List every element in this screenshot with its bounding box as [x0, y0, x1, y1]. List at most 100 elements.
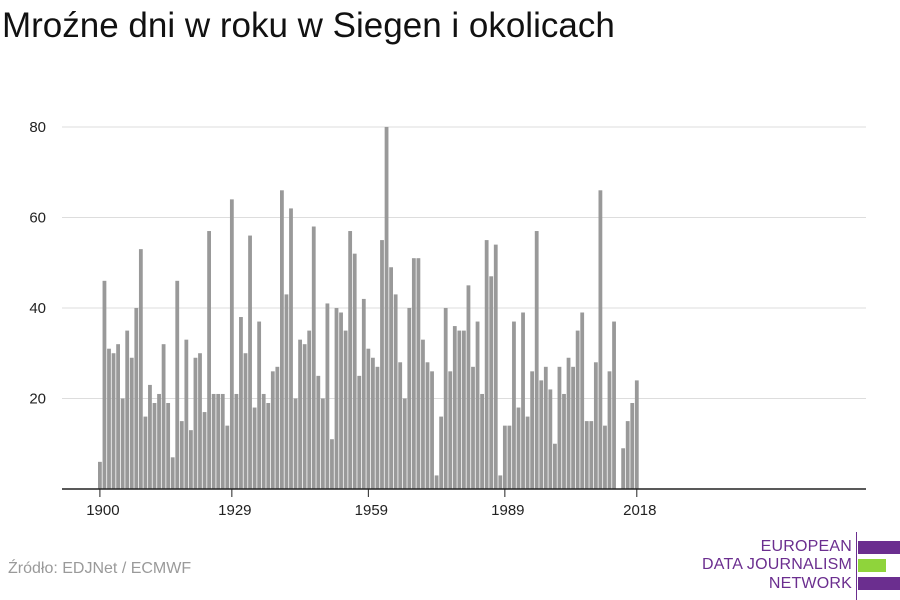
- bar: [398, 362, 403, 489]
- bar: [320, 398, 325, 489]
- bar: [161, 344, 166, 489]
- bar: [421, 339, 425, 489]
- bar: [411, 258, 416, 489]
- x-tick-label: 2018: [623, 502, 656, 519]
- bar: [625, 421, 630, 489]
- logo-purple-bar-bottom: [858, 577, 900, 590]
- logo-rule: [856, 532, 857, 600]
- bar: [220, 393, 225, 489]
- bar: [352, 253, 357, 489]
- bar: [175, 280, 180, 489]
- bar: [525, 416, 530, 489]
- bar: [134, 307, 139, 489]
- y-tick-label: 40: [29, 300, 46, 317]
- bar: [198, 353, 202, 489]
- bar: [311, 226, 316, 489]
- bar: [107, 348, 111, 489]
- bar: [493, 244, 498, 489]
- bar: [462, 330, 466, 489]
- bar: [143, 416, 148, 489]
- bar: [630, 403, 635, 489]
- bar: [157, 393, 161, 489]
- x-tick-label: 1900: [86, 502, 119, 519]
- bar: [580, 312, 585, 489]
- bar: [357, 375, 362, 489]
- bar: [275, 366, 280, 489]
- bar: [334, 307, 339, 489]
- bar: [612, 321, 616, 489]
- bar: [148, 384, 152, 489]
- bar: [189, 430, 193, 489]
- bar: [270, 371, 275, 489]
- bar: [193, 357, 198, 489]
- bar: [439, 416, 444, 489]
- bar: [498, 475, 503, 489]
- bar: [452, 326, 457, 489]
- x-tick-label: 1989: [491, 502, 524, 519]
- bar: [484, 240, 489, 489]
- bar: [607, 371, 612, 489]
- bar: [343, 330, 348, 489]
- bar: [393, 294, 398, 489]
- bar: [207, 231, 211, 490]
- bar: [471, 366, 475, 489]
- bar: [621, 448, 626, 489]
- bar: [302, 344, 307, 489]
- bar: [371, 357, 375, 489]
- bar: [407, 307, 412, 489]
- bar: [589, 421, 594, 489]
- bar: [402, 398, 407, 489]
- bar: [152, 403, 157, 489]
- y-tick-label: 20: [29, 390, 46, 407]
- bar: [325, 303, 330, 489]
- bar: [179, 421, 184, 489]
- bar: [280, 190, 284, 490]
- bar: [534, 231, 539, 490]
- logo-line-1: EUROPEAN: [760, 538, 852, 555]
- bar: [348, 231, 353, 490]
- bar: [138, 249, 143, 489]
- bar: [248, 235, 252, 489]
- bar: [293, 398, 298, 489]
- bar: [425, 362, 430, 489]
- logo-line-3: NETWORK: [768, 575, 852, 592]
- edjnet-logo[interactable]: EUROPEAN DATA JOURNALISM NETWORK: [700, 532, 900, 600]
- bar: [634, 380, 639, 489]
- bar: [307, 330, 312, 489]
- bar: [466, 285, 471, 489]
- logo-line-2: DATA JOURNALISM: [702, 556, 852, 573]
- bar: [512, 321, 516, 489]
- bar: [516, 407, 521, 489]
- bar: [603, 425, 607, 489]
- bar: [366, 348, 371, 489]
- x-tick-label: 1959: [355, 502, 388, 519]
- source-note: Źródło: EDJNet / ECMWF: [8, 560, 192, 577]
- bar: [598, 190, 603, 490]
- bar: [252, 407, 257, 489]
- bar: [562, 393, 566, 489]
- bar: [571, 366, 575, 489]
- bar: [284, 294, 289, 489]
- bar: [129, 357, 134, 489]
- bar: [120, 398, 125, 489]
- y-tick-label: 60: [29, 209, 46, 226]
- bar: [266, 403, 271, 489]
- bar: [553, 443, 557, 489]
- bar: [557, 366, 562, 489]
- bar: [384, 126, 389, 489]
- bar: [539, 380, 544, 489]
- logo-green-bar: [858, 559, 886, 572]
- bar: [434, 475, 439, 489]
- bar: [98, 461, 102, 489]
- bar: [380, 240, 384, 489]
- bar: [111, 353, 116, 489]
- bar: [211, 393, 216, 489]
- bar: [216, 393, 221, 489]
- bar: [116, 344, 120, 489]
- bar: [229, 199, 234, 489]
- bar: [502, 425, 507, 489]
- bar: [125, 330, 130, 489]
- bar: [548, 389, 553, 489]
- y-tick-label: 80: [29, 119, 46, 136]
